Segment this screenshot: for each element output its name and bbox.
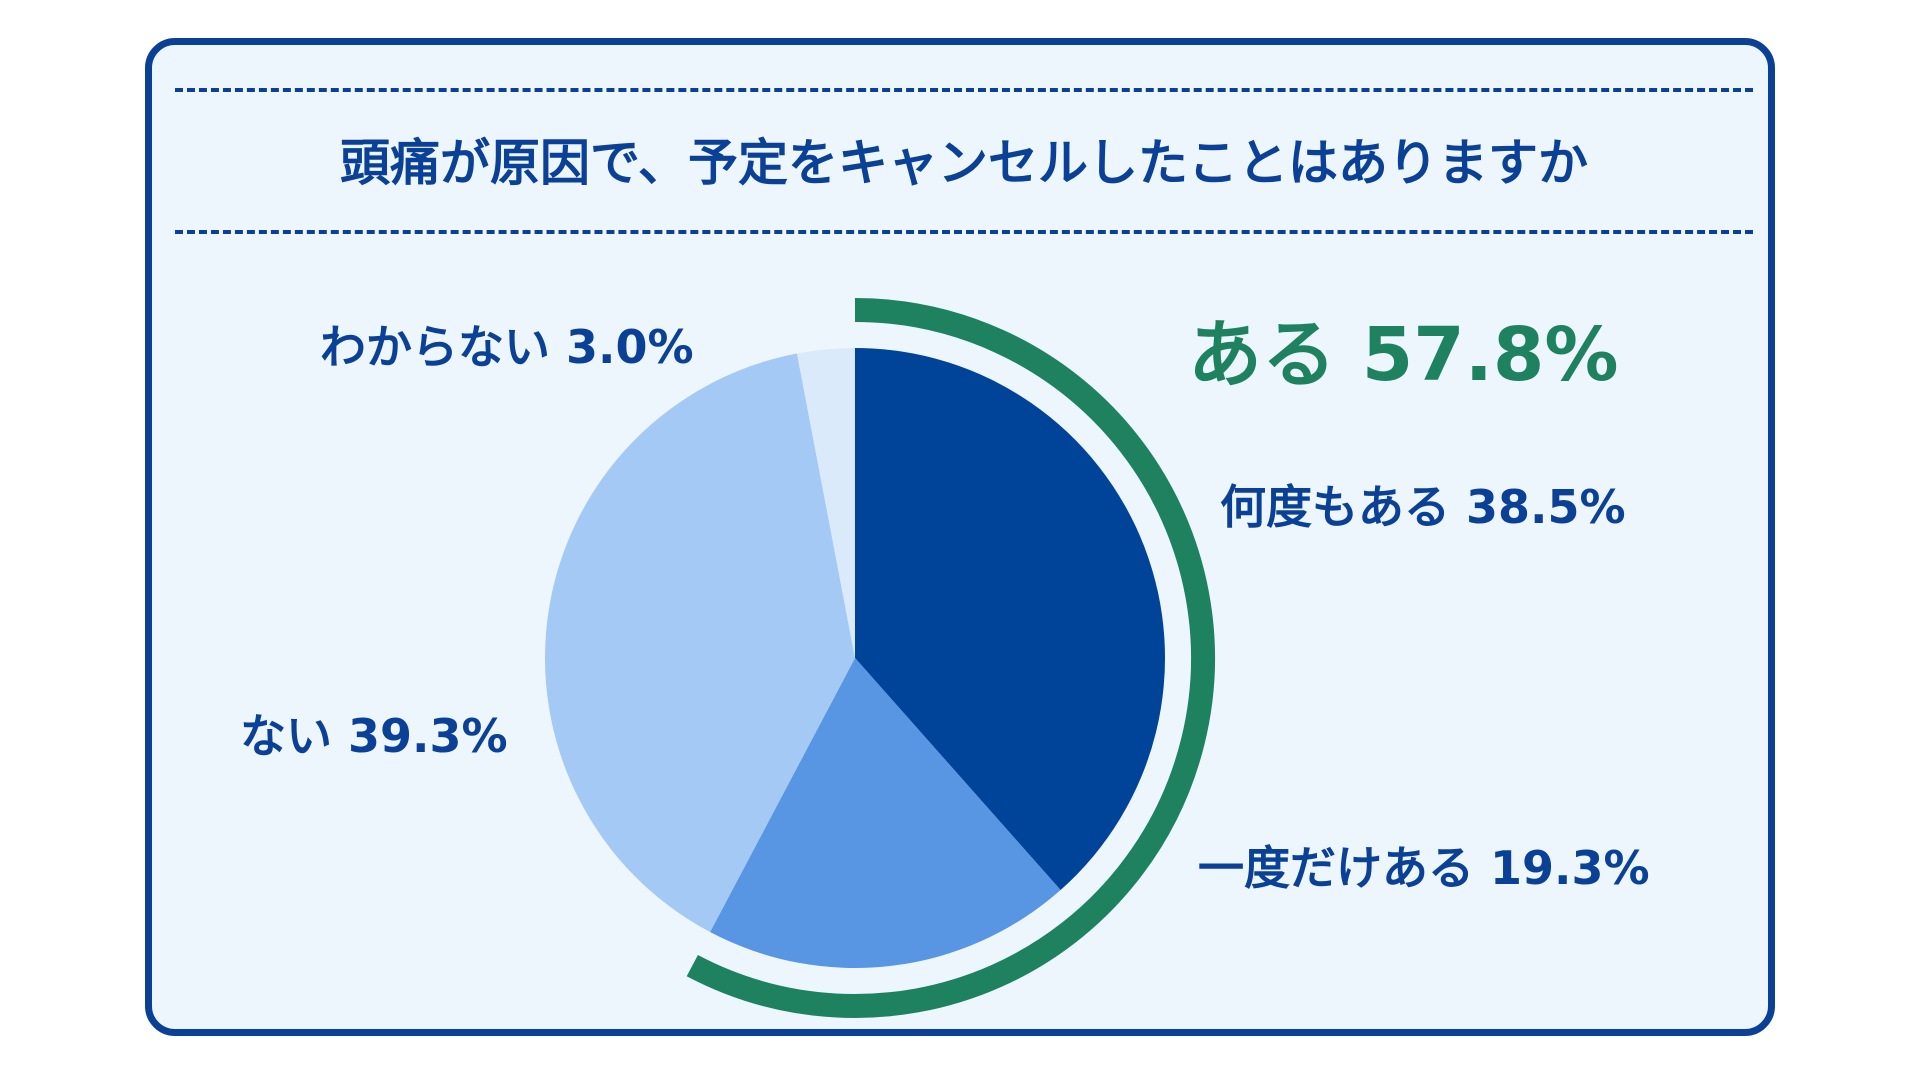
pie-slice-no [544, 353, 855, 933]
slice-label-no: ない 39.3% [240, 709, 508, 763]
slice-label-once: 一度だけある 19.3% [1198, 841, 1650, 895]
group-highlight-arc [686, 298, 1215, 1018]
slice-label-many-times: 何度もある 38.5% [1220, 480, 1626, 534]
pie-slice-once [710, 658, 1061, 968]
pie-slice-unknown [796, 348, 855, 658]
group-label: ある 57.8% [1188, 312, 1619, 398]
chart-title: 頭痛が原因で、予定をキャンセルしたことはありますか [340, 134, 1588, 192]
pie-slices [544, 348, 1165, 968]
bottom-dashed-divider [175, 230, 1753, 234]
pie-slice-many-times [855, 348, 1165, 891]
slice-label-unknown: わからない 3.0% [320, 320, 694, 374]
top-dashed-divider [175, 88, 1753, 92]
